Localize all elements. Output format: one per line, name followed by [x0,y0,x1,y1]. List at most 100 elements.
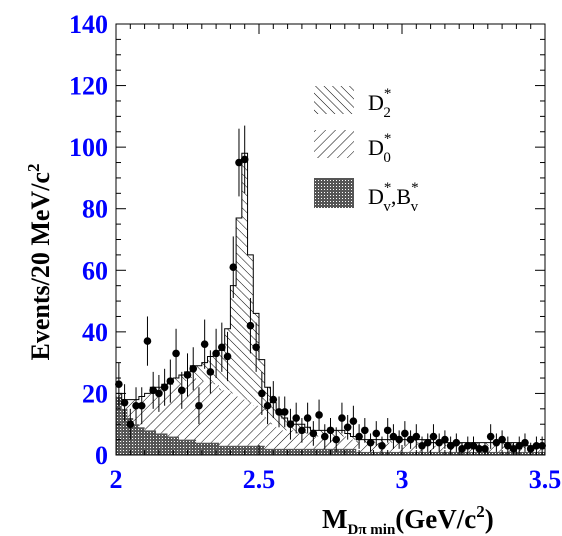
hist-bar-d0 [224,390,231,446]
data-point [452,438,461,447]
data-point [389,432,398,441]
hist-bar-d0 [173,384,179,437]
hist-bar-background [224,445,231,455]
data-point [418,441,426,450]
hist-bar-background [339,448,345,455]
hist-bar-background [259,445,265,455]
y-axis-title: Events/20 MeV/c2 [24,164,55,361]
data-point [292,414,300,422]
hist-bar-d0 [259,408,265,446]
hist-bar-d0 [304,433,311,449]
hist-bar-d0 [150,390,157,431]
hist-bar-d0 [373,442,380,452]
legend-swatch-d2 [314,86,354,114]
data-point [275,408,283,416]
hist-bar-background [236,445,242,455]
data-point [195,401,203,410]
legend: D* 2 D* 0 D* v,B* v [314,86,419,215]
hist-bar-background [361,451,368,455]
data-point [361,426,369,435]
y-tick-labels: 0 20 40 60 80 100 120 140 [69,10,108,470]
hist-bar-background [213,442,219,455]
hist-bar-d0 [207,381,214,443]
hist-bar-d2 [230,285,237,394]
hist-bar-background [321,448,328,455]
data-point [229,263,238,272]
hist-bar-d0 [218,390,225,446]
x-axis-title: MDπ min(GeV/c2) [322,502,494,536]
data-point [149,386,157,395]
hist-bar-background [218,445,225,455]
y-tick-label: 120 [69,72,108,101]
data-point [155,389,163,398]
hist-bar-background [402,451,408,455]
data-point [309,429,318,438]
hist-bar-d0 [253,405,259,446]
hist-bar-d2 [196,365,202,382]
hist-bar-background [264,448,271,455]
x-tick-label: 3.5 [529,465,562,494]
data-point [263,401,272,410]
hist-bar-d0 [161,387,168,434]
data-point [212,349,220,358]
hist-bar-background [281,448,288,455]
hist-bar-d0 [156,390,162,434]
hist-bar-background [396,451,402,455]
y-tick-label: 0 [95,441,108,470]
data-point [504,441,512,450]
data-point [486,432,495,441]
hist-bar-background [138,427,145,455]
data-point [532,441,541,450]
hist-bar-d0 [178,384,185,440]
data-point [521,438,529,447]
data-point [469,441,478,450]
hist-bar-background [293,448,300,455]
data-point [538,441,546,450]
hist-bar-background [144,430,151,455]
data-point [332,435,341,444]
data-points [115,125,546,455]
hist-bar-d2 [201,362,208,382]
hist-bar-background [453,451,460,455]
data-point [423,438,432,447]
data-point [475,445,484,453]
hist-bar-background [316,448,322,455]
hist-bar-d0 [264,418,271,449]
hist-bar-background [304,448,311,455]
legend-swatch-bg [314,178,354,208]
hist-bar-background [373,451,380,455]
data-point [240,155,249,164]
hist-bar-background [121,408,128,455]
legend-label-d2: D* 2 [368,86,391,121]
legend-swatch-d0 [314,130,354,158]
hist-bar-d0 [201,381,208,443]
data-point [355,432,363,441]
data-point [218,343,226,352]
data-point [258,389,266,398]
data-point [315,411,323,419]
hist-bar-background [230,445,237,455]
hist-bar-d0 [184,381,191,440]
data-point [189,365,198,373]
data-point [366,438,375,447]
hist-bar-background [333,448,340,455]
hist-bar-background [184,439,191,455]
data-point [498,435,506,444]
data-point [126,420,135,429]
hist-bar-d0 [144,393,151,431]
x-tick-label: 3 [396,465,409,494]
hist-bar-background [133,424,139,455]
y-tick-label: 20 [82,379,108,408]
hist-bar-background [367,451,374,455]
axis-ticks [115,23,546,456]
hist-bar-d0 [350,439,357,449]
hist-bar-d0 [316,436,322,449]
data-point [441,435,449,444]
data-point [326,426,335,435]
data-point [401,429,409,438]
hist-bar-d0 [384,442,391,452]
hist-bar-d0 [167,387,174,437]
hist-bar-background [350,448,357,455]
hist-bar-background [487,451,494,455]
y-tick-label: 80 [82,195,108,224]
